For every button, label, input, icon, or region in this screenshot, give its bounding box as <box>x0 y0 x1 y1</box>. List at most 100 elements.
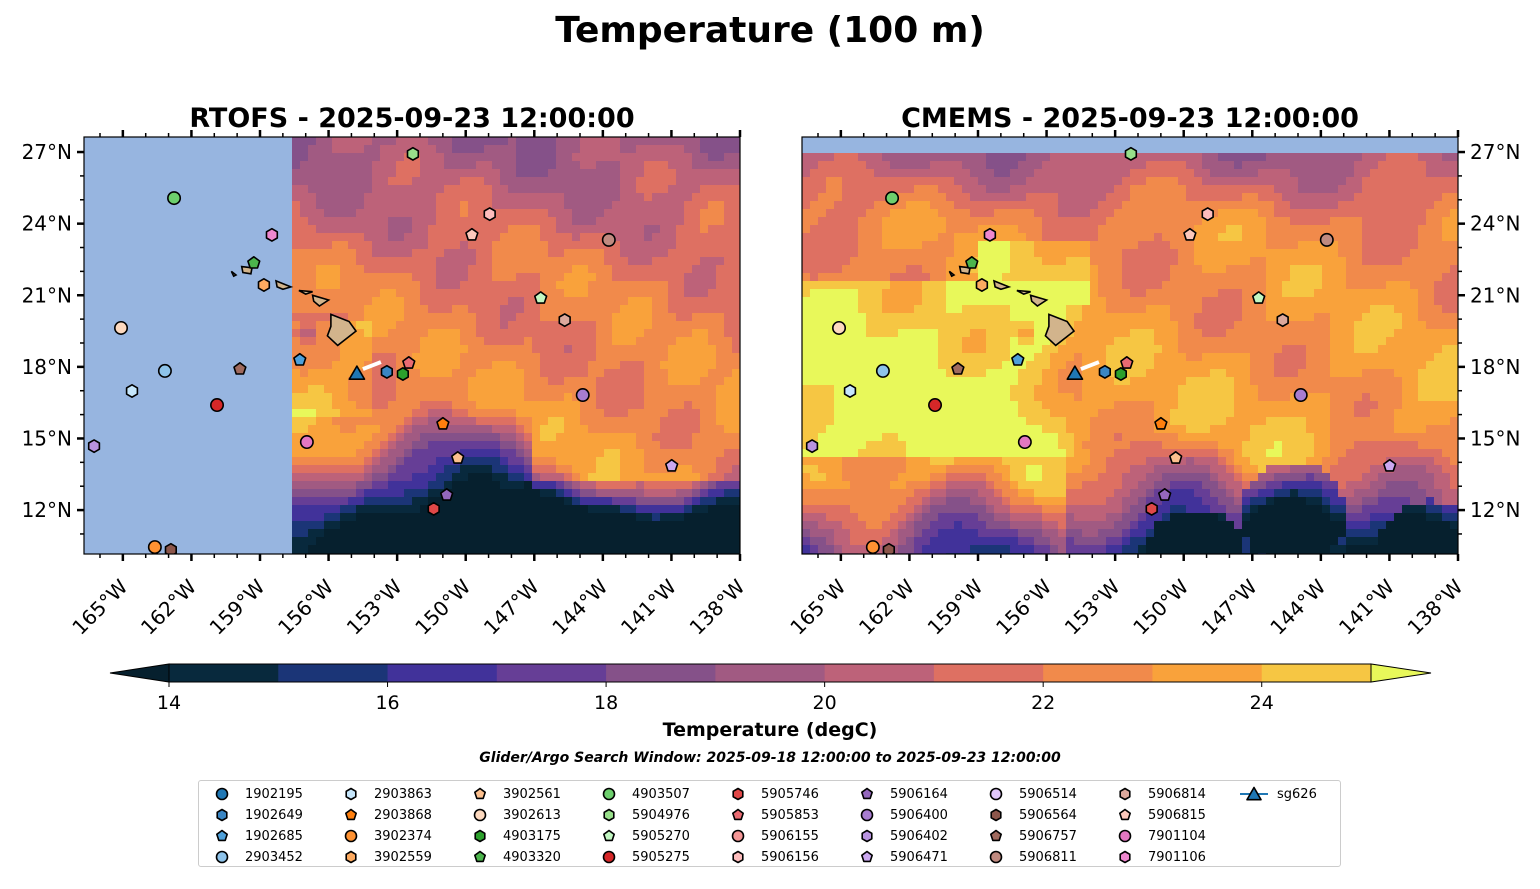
field-cell <box>588 417 597 426</box>
field-cell <box>732 233 740 242</box>
field-cell <box>300 137 309 146</box>
field-cell <box>316 305 325 314</box>
field-cell <box>380 177 389 186</box>
field-cell <box>1050 297 1059 306</box>
field-cell <box>468 473 477 482</box>
field-cell <box>492 545 501 554</box>
field-cell <box>970 193 979 202</box>
field-cell <box>540 225 549 234</box>
field-cell <box>292 425 301 434</box>
field-cell <box>484 457 493 466</box>
field-cell <box>388 233 397 242</box>
field-cell <box>874 217 883 226</box>
field-cell <box>882 273 891 282</box>
field-cell <box>1130 161 1139 170</box>
field-cell <box>1090 193 1099 202</box>
field-cell <box>652 145 661 154</box>
field-cell <box>556 273 565 282</box>
field-cell <box>724 545 733 554</box>
field-cell <box>604 481 613 490</box>
field-cell <box>548 369 557 378</box>
field-cell <box>962 273 971 282</box>
field-cell <box>1274 329 1283 338</box>
field-cell <box>628 137 637 146</box>
field-cell <box>636 409 645 418</box>
field-cell <box>978 289 987 298</box>
field-cell <box>564 513 573 522</box>
field-cell <box>452 465 461 474</box>
field-cell <box>1106 289 1115 298</box>
field-cell <box>842 313 851 322</box>
field-cell <box>954 297 963 306</box>
field-cell <box>452 497 461 506</box>
field-cell <box>308 377 317 386</box>
field-cell <box>1130 337 1139 346</box>
field-cell <box>484 441 493 450</box>
field-cell <box>596 225 605 234</box>
field-cell <box>564 505 573 514</box>
field-cell <box>484 289 493 298</box>
field-cell <box>564 537 573 546</box>
field-cell <box>1026 281 1035 290</box>
field-cell <box>1106 329 1115 338</box>
field-cell <box>428 401 437 410</box>
field-cell <box>588 225 597 234</box>
field-cell <box>1402 273 1411 282</box>
field-cell <box>1290 161 1299 170</box>
field-cell <box>372 385 381 394</box>
field-cell <box>724 313 733 322</box>
field-cell <box>850 313 859 322</box>
field-cell <box>332 377 341 386</box>
field-cell <box>1010 161 1019 170</box>
field-cell <box>300 249 309 258</box>
field-cell <box>898 281 907 290</box>
field-cell <box>588 313 597 322</box>
field-cell <box>1098 153 1107 162</box>
field-cell <box>1306 289 1315 298</box>
field-cell <box>1042 273 1051 282</box>
field-cell <box>1098 249 1107 258</box>
field-cell <box>660 281 669 290</box>
field-cell <box>954 265 963 274</box>
field-cell <box>1042 201 1051 210</box>
field-cell <box>300 489 309 498</box>
field-cell <box>492 225 501 234</box>
field-cell <box>1090 161 1099 170</box>
field-cell <box>452 401 461 410</box>
field-cell <box>724 169 733 178</box>
field-cell <box>604 441 613 450</box>
field-cell <box>1178 265 1187 274</box>
field-cell <box>914 305 923 314</box>
field-cell <box>508 473 517 482</box>
field-cell <box>692 505 701 514</box>
field-cell <box>1178 169 1187 178</box>
field-cell <box>1226 297 1235 306</box>
field-cell <box>292 201 301 210</box>
field-cell <box>492 369 501 378</box>
field-cell <box>444 169 453 178</box>
field-cell <box>858 185 867 194</box>
field-cell <box>388 521 397 530</box>
field-cell <box>882 257 891 266</box>
field-cell <box>596 545 605 554</box>
field-cell <box>1074 177 1083 186</box>
field-cell <box>380 201 389 210</box>
field-cell <box>540 177 549 186</box>
field-cell <box>620 377 629 386</box>
field-cell <box>724 489 733 498</box>
field-cell <box>1394 297 1403 306</box>
field-cell <box>404 337 413 346</box>
field-cell <box>292 161 301 170</box>
field-cell <box>428 465 437 474</box>
field-cell <box>1146 281 1155 290</box>
field-cell <box>1090 289 1099 298</box>
field-cell <box>716 545 725 554</box>
field-cell <box>540 201 549 210</box>
field-cell <box>668 537 677 546</box>
field-cell <box>540 377 549 386</box>
field-cell <box>564 225 573 234</box>
field-cell <box>1138 169 1147 178</box>
field-cell <box>428 289 437 298</box>
field-cell <box>580 169 589 178</box>
field-cell <box>1322 329 1331 338</box>
